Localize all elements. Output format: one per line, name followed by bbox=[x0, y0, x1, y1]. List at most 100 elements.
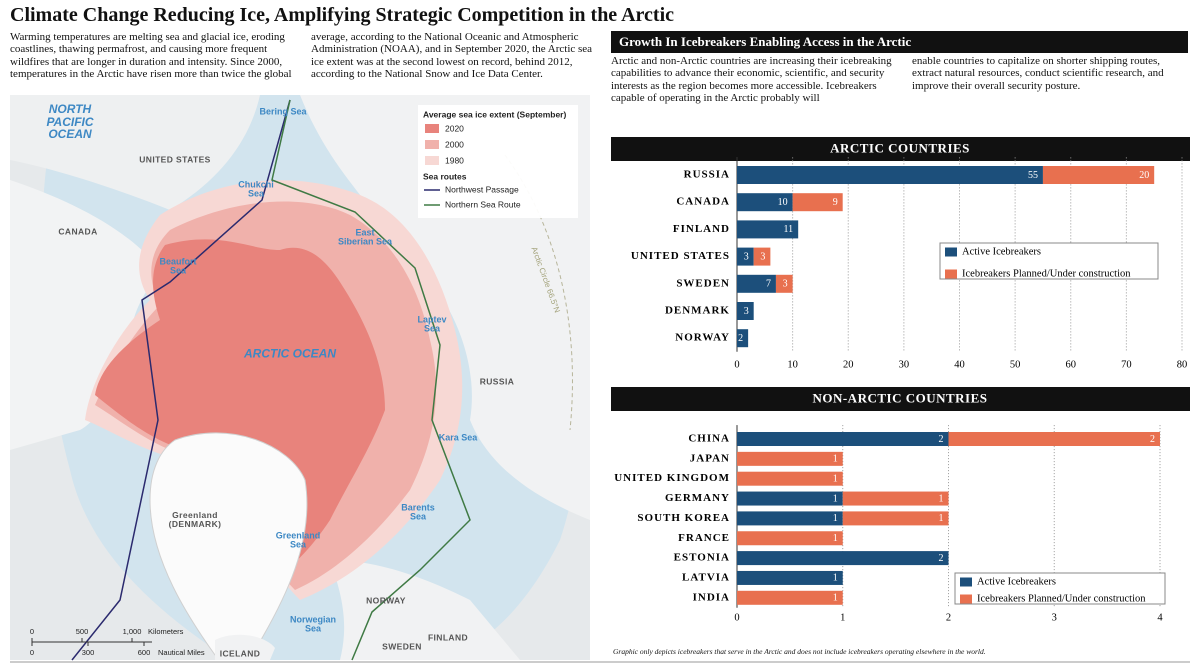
x-tick-label: 70 bbox=[1121, 359, 1132, 370]
category-label: UNITED KINGDOM bbox=[614, 472, 730, 484]
category-label: JAPAN bbox=[690, 452, 730, 464]
chart-header bbox=[611, 387, 1190, 411]
map-label: NORWAY bbox=[366, 595, 406, 606]
intro-text: average, according to the National Ocean… bbox=[311, 31, 593, 81]
x-tick-label: 4 bbox=[1157, 612, 1163, 623]
value-label: 2 bbox=[738, 333, 743, 344]
map-label: Beaufort Sea bbox=[159, 256, 197, 276]
map-label: SWEDEN bbox=[382, 641, 422, 652]
bar-segment bbox=[737, 551, 949, 566]
map-label: Laptev Sea bbox=[417, 314, 447, 334]
map-label: UNITED STATES bbox=[139, 154, 211, 165]
bar-segment bbox=[737, 451, 843, 466]
category-label: RUSSIA bbox=[684, 169, 730, 181]
scale-label: 500 bbox=[76, 627, 89, 636]
map-label: Chukchi Sea bbox=[238, 179, 274, 199]
value-label: 1 bbox=[939, 513, 944, 524]
land-scandinavia bbox=[330, 560, 520, 660]
map-label: ARCTIC OCEAN bbox=[244, 346, 336, 361]
x-tick-label: 0 bbox=[734, 359, 739, 370]
legend-swatch bbox=[425, 124, 439, 133]
map: Average sea ice extent (September) 2020 … bbox=[10, 95, 590, 661]
bar-segment bbox=[737, 471, 843, 486]
value-label: 1 bbox=[833, 533, 838, 544]
land-canada bbox=[10, 180, 160, 450]
value-label: 11 bbox=[784, 224, 794, 235]
legend-label: Northwest Passage bbox=[445, 184, 519, 194]
map-label: RUSSIA bbox=[479, 376, 515, 387]
scale-label: 0 bbox=[30, 648, 34, 657]
chart-title: NON-ARCTIC COUNTRIES bbox=[812, 390, 987, 405]
legend-label: Active Icebreakers bbox=[962, 246, 1041, 257]
legend-title: Sea routes bbox=[423, 171, 467, 181]
value-label: 3 bbox=[783, 279, 788, 290]
value-label: 7 bbox=[766, 279, 771, 290]
legend-swatch bbox=[425, 140, 439, 149]
map-label: Greenland (DENMARK) bbox=[168, 510, 222, 529]
category-label: INDIA bbox=[693, 591, 730, 603]
value-label: 1 bbox=[833, 473, 838, 484]
value-label: 1 bbox=[833, 593, 838, 604]
scale-label: Kilometers bbox=[148, 627, 184, 636]
legend-swatch bbox=[960, 577, 972, 587]
x-tick-label: 0 bbox=[734, 612, 739, 623]
legend-label: 1980 bbox=[445, 155, 464, 165]
value-label: 1 bbox=[833, 513, 838, 524]
northwest-passage bbox=[71, 99, 291, 661]
x-tick-label: 60 bbox=[1066, 359, 1077, 370]
land-iceland bbox=[215, 634, 275, 660]
map-label: ICELAND bbox=[219, 648, 261, 659]
bar-segment bbox=[792, 193, 843, 212]
legend-label: Northern Sea Route bbox=[445, 199, 521, 209]
scale-label: 300 bbox=[82, 648, 95, 657]
ice-2020 bbox=[95, 239, 385, 580]
bar-segment bbox=[737, 302, 754, 320]
value-label: 3 bbox=[744, 306, 749, 317]
x-tick-label: 40 bbox=[954, 359, 965, 370]
value-label: 2 bbox=[939, 434, 944, 445]
map-label: NORTH PACIFIC OCEAN bbox=[46, 102, 94, 142]
bar-segment bbox=[775, 274, 793, 293]
bar-segment bbox=[1042, 166, 1155, 184]
value-label: 3 bbox=[760, 251, 765, 262]
bar-segment bbox=[737, 220, 799, 239]
bar-segment bbox=[737, 274, 776, 293]
bar-segment bbox=[842, 491, 949, 506]
value-label: 1 bbox=[833, 454, 838, 465]
chart-title: ARCTIC COUNTRIES bbox=[830, 140, 970, 155]
value-label: 2 bbox=[939, 553, 944, 564]
value-label: 3 bbox=[744, 251, 749, 262]
scale-bar bbox=[31, 638, 152, 646]
land-alaska bbox=[10, 95, 260, 210]
map-label: East Siberian Sea bbox=[337, 227, 393, 247]
bar-segment bbox=[737, 329, 749, 348]
legend-label: Icebreakers Planned/Under construction bbox=[962, 268, 1131, 279]
value-label: 9 bbox=[833, 197, 838, 208]
legend-label: 2020 bbox=[445, 123, 464, 133]
bar-segment bbox=[737, 570, 843, 585]
map-legend bbox=[418, 105, 578, 218]
bar-segment bbox=[737, 590, 843, 605]
category-label: GERMANY bbox=[665, 492, 730, 504]
legend-title: Average sea ice extent (September) bbox=[423, 109, 566, 119]
bar-segment bbox=[737, 531, 843, 546]
map-label: CANADA bbox=[58, 226, 98, 237]
scale-label: Nautical Miles bbox=[158, 648, 205, 657]
bar-segment bbox=[737, 491, 843, 506]
category-label: DENMARK bbox=[665, 305, 730, 317]
page-title: Climate Change Reducing Ice, Amplifying … bbox=[10, 4, 675, 26]
intro-text: Warming temperatures are melting sea and… bbox=[10, 31, 292, 81]
map-label: Greenland Sea bbox=[275, 530, 321, 550]
legend-box bbox=[954, 572, 1166, 605]
x-tick-label: 2 bbox=[946, 612, 951, 623]
chart-header bbox=[611, 137, 1190, 161]
value-label: 1 bbox=[833, 573, 838, 584]
x-tick-label: 10 bbox=[787, 359, 798, 370]
scale-label: 1,000 bbox=[123, 627, 142, 636]
bar-segment bbox=[842, 511, 949, 526]
x-tick-label: 30 bbox=[899, 359, 910, 370]
section-text: enable countries to capitalize on shorte… bbox=[912, 55, 1164, 92]
x-tick-label: 3 bbox=[1052, 612, 1057, 623]
section-text: Arctic and non-Arctic countries are incr… bbox=[611, 55, 892, 105]
